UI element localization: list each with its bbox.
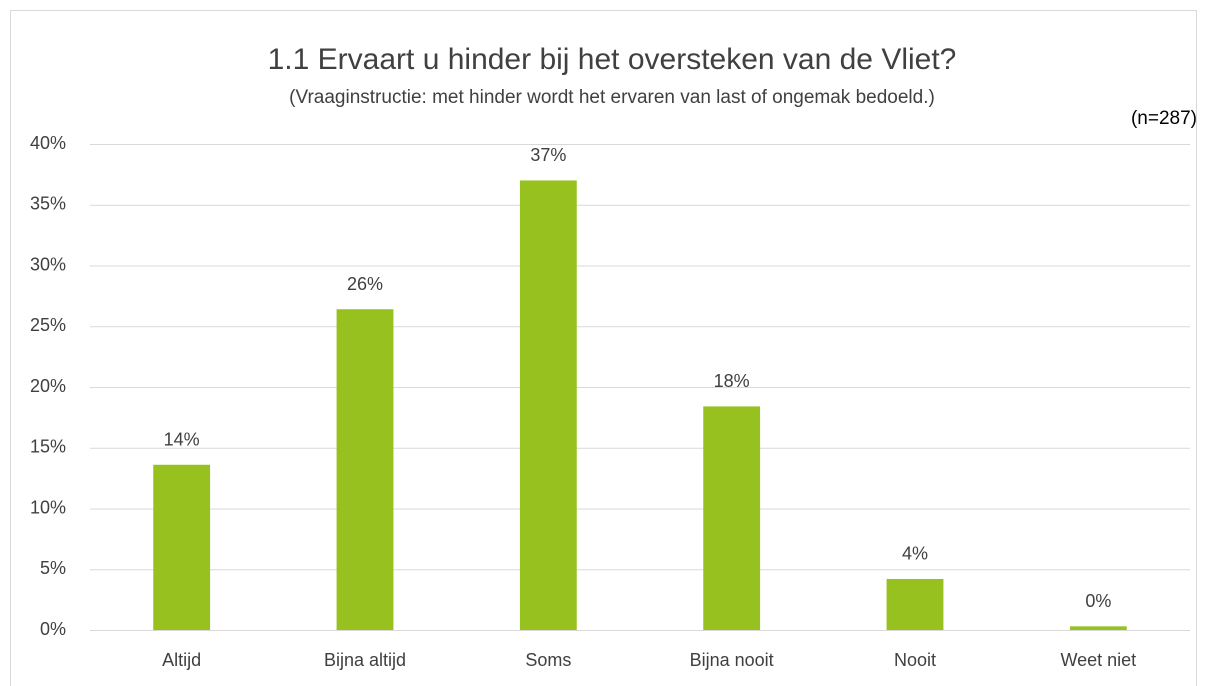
y-tick-label: 15% (30, 437, 66, 457)
value-label: 14% (164, 430, 200, 450)
x-tick-label: Altijd (162, 650, 201, 670)
y-tick-label: 20% (30, 376, 66, 396)
chart-subtitle: (Vraaginstructie: met hinder wordt het e… (289, 87, 935, 108)
bar (886, 578, 944, 630)
y-tick-label: 10% (30, 497, 66, 517)
bar (1069, 626, 1127, 630)
value-label: 0% (1085, 591, 1111, 611)
value-label: 4% (902, 544, 928, 564)
bar (153, 464, 211, 630)
x-tick-label: Bijna altijd (324, 650, 406, 670)
y-tick-label: 35% (30, 194, 66, 214)
y-tick-label: 0% (40, 619, 66, 639)
sample-note: (n=287) (1131, 108, 1197, 129)
chart-title: 1.1 Ervaart u hinder bij het oversteken … (268, 43, 957, 76)
bar (519, 180, 577, 630)
bar (703, 406, 761, 630)
y-tick-label: 5% (40, 558, 66, 578)
y-tick-label: 30% (30, 254, 66, 274)
x-tick-label: Weet niet (1060, 650, 1136, 670)
x-tick-label: Nooit (894, 650, 936, 670)
value-label: 37% (530, 145, 566, 165)
y-tick-label: 25% (30, 315, 66, 335)
x-tick-label: Bijna nooit (690, 650, 774, 670)
value-label: 18% (714, 371, 750, 391)
value-label: 26% (347, 274, 383, 294)
y-tick-label: 40% (30, 133, 66, 153)
bar (336, 309, 394, 630)
x-tick-label: Soms (525, 650, 571, 670)
